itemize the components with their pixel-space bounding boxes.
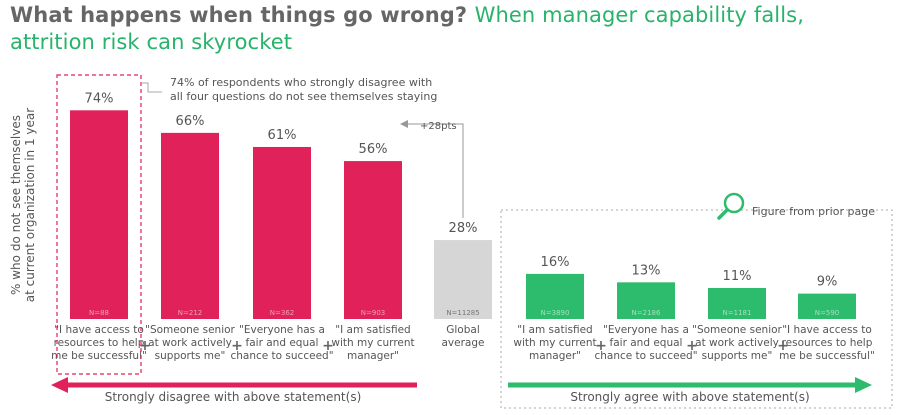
disagree-bar-2 (161, 132, 219, 319)
agree-category-1-line-3: manager" (529, 350, 581, 362)
agree-category-2-line-3: chance to succeed" (594, 350, 697, 362)
agree-category-1-line-1: "I am satisfied (517, 324, 592, 336)
disagree-category-1-line-1: "I have access to (54, 324, 144, 336)
agree-plus-2: + (686, 338, 698, 354)
disagree-category-1-line-2: resources to help (54, 337, 145, 349)
title-lead: What happens when things go wrong? (10, 3, 468, 27)
delta-label: +28pts (420, 121, 457, 132)
agree-category-2-line-2: fair and equal (610, 337, 683, 349)
global-category-1-line-2: average (442, 337, 485, 349)
agree-n-label-3: N=1181 (723, 309, 752, 317)
agree-value-label-3: 11% (723, 269, 752, 284)
highlight-dashed-box (56, 74, 142, 375)
page-title: What happens when things go wrong? When … (10, 2, 895, 56)
global-bar-1 (434, 240, 492, 319)
agree-arrow-head (855, 377, 872, 393)
agree-plus-3: + (777, 338, 789, 354)
agree-n-label-4: N=590 (815, 309, 839, 317)
disagree-category-4-line-3: manager" (347, 350, 399, 362)
disagree-bar-4 (344, 161, 402, 319)
global-value-label-1: 28% (449, 221, 478, 236)
title-accent: When manager capability falls, attrition… (10, 3, 804, 54)
agree-n-label-2: N=2186 (632, 309, 661, 317)
disagree-category-4-line-2: with my current (331, 337, 414, 349)
agree-bar-4 (798, 293, 856, 319)
agree-category-4-line-3: me be successful" (779, 350, 875, 362)
disagree-category-4-line-1: "I am satisfied (335, 324, 410, 336)
global-n-label-1: N=11285 (446, 309, 479, 317)
disagree-category-2-line-3: supports me" (155, 350, 226, 362)
disagree-category-3-line-3: chance to succeed" (230, 350, 333, 362)
disagree-plus-2: + (231, 338, 243, 354)
disagree-category-3-line-2: fair and equal (246, 337, 319, 349)
annotation-text-line-1: 74% of respondents who strongly disagree… (170, 76, 432, 89)
y-axis-label-line-1: % who do not see themselves (9, 115, 23, 295)
agree-value-label-2: 13% (632, 263, 661, 278)
magnifier-handle (717, 208, 729, 220)
annotation-connector (141, 82, 162, 93)
disagree-plus-3: + (322, 338, 334, 354)
disagree-n-label-2: N=212 (178, 309, 202, 317)
global-category-1-line-1: Global (446, 324, 480, 336)
disagree-category-2-line-2: at work actively (148, 337, 232, 349)
disagree-arrow-head (51, 377, 68, 393)
disagree-n-label-3: N=362 (270, 309, 294, 317)
agree-plus-1: + (595, 338, 607, 354)
disagree-category-2-line-1: "Someone senior (145, 324, 235, 336)
agree-category-4-line-2: resources to help (782, 337, 873, 349)
agree-bar-2 (617, 282, 675, 319)
agree-bar-1 (526, 273, 584, 319)
y-axis-label-line-2: at current organization in 1 year (23, 108, 37, 302)
agree-value-label-4: 9% (817, 275, 838, 290)
disagree-bar-1 (70, 110, 128, 319)
agree-n-label-1: N=3890 (541, 309, 570, 317)
panel-label: Figure from prior page (752, 205, 875, 218)
annotation-text-line-2: all four questions do not see themselves… (170, 90, 437, 103)
agree-bar-3 (708, 287, 766, 319)
disagree-bar-3 (253, 146, 311, 319)
disagree-plus-1: + (139, 338, 151, 354)
agree-category-2-line-1: "Everyone has a (603, 324, 689, 336)
agree-footer: Strongly agree with above statement(s) (570, 390, 809, 404)
agree-category-3-line-3: supports me" (702, 350, 773, 362)
disagree-value-label-4: 56% (359, 142, 388, 157)
agree-category-1-line-2: with my current (513, 337, 596, 349)
delta-bracket (407, 123, 464, 218)
disagree-category-3-line-1: "Everyone has a (239, 324, 325, 336)
agree-category-4-line-1: "I have access to (782, 324, 872, 336)
disagree-n-label-1: N=88 (89, 309, 109, 317)
disagree-category-1-line-3: me be successful" (51, 350, 147, 362)
magnifier-lens (723, 192, 745, 214)
delta-arrow-head (400, 120, 408, 128)
disagree-n-label-4: N=903 (361, 309, 385, 317)
agree-value-label-1: 16% (541, 255, 570, 270)
agree-category-3-line-2: at work actively (695, 337, 779, 349)
disagree-value-label-1: 74% (85, 91, 114, 106)
disagree-footer: Strongly disagree with above statement(s… (105, 390, 362, 404)
prior-page-panel (500, 209, 893, 409)
magnifier-icon (717, 192, 745, 220)
agree-category-3-line-1: "Someone senior (692, 324, 782, 336)
disagree-value-label-3: 61% (268, 128, 297, 143)
disagree-value-label-2: 66% (176, 114, 205, 129)
